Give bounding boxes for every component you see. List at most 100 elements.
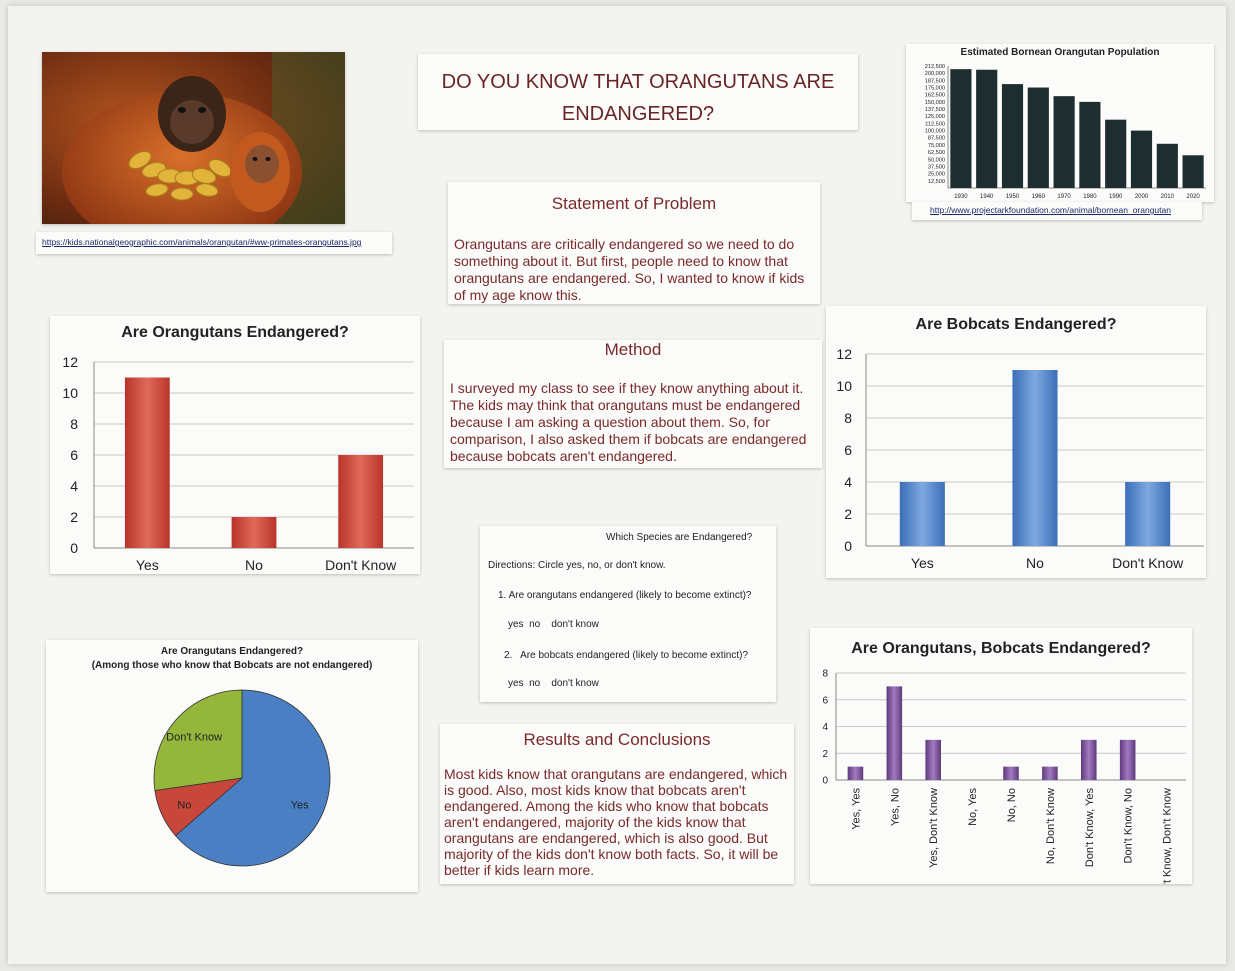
x-tick-label-yes-don-t-know: Yes, Don't Know [928,788,940,868]
x-tick-label-1940: 1940 [980,194,994,200]
bar-no [231,517,277,548]
y-tick-label: 8 [844,410,852,426]
bar-don-t-know [338,455,384,548]
y-tick-label: 87,500 [928,136,945,142]
poster-board: https://kids.nationalgeographic.com/anim… [8,6,1226,964]
x-tick-label-1980: 1980 [1083,194,1097,200]
x-tick-label-1990: 1990 [1109,194,1123,200]
y-tick-label: 187,500 [925,78,945,84]
method-heading: Method [604,340,662,359]
poster-title: DO YOU KNOW THAT ORANGUTANS ARE ENDANGER… [441,71,835,125]
survey-question-1: 1. Are orangutans endangered (likely to … [498,590,752,601]
y-tick-label: 75,000 [928,143,945,149]
pie-label-no: No [177,799,191,811]
pie-chart: Yes No Don't Know [153,689,331,867]
y-tick-label: 10 [62,385,78,401]
y-tick-label: 6 [822,695,828,706]
y-tick-label: 112,500 [925,121,945,127]
pie-label-yes: Yes [291,799,309,811]
bar-yes-no [886,686,903,780]
y-tick-label: 2 [822,749,828,760]
x-tick-label-1970: 1970 [1057,194,1071,200]
bobcats-chart-title: Are Bobcats Endangered? [915,316,1117,333]
bar-yes [124,377,170,548]
x-tick-label-don-t-know: Don't Know [1112,555,1184,571]
x-tick-label-1950: 1950 [1006,194,1020,200]
x-tick-label-don-t-know-yes: Don't Know, Yes [1084,788,1096,868]
bar-2020 [1182,155,1204,188]
survey-answers-1: yes no don't know [508,619,599,630]
pie-chart-card: Are Orangutans Endangered? (Among those … [46,640,418,892]
x-tick-label-2020: 2020 [1186,194,1200,200]
y-tick-label: 25,000 [928,172,945,178]
orangutan-photo [42,52,345,224]
bar-1970 [1053,96,1075,188]
population-source-card: http://www.projectarkfoundation.com/anim… [912,202,1202,220]
bar-no-no [1003,766,1019,780]
bar-1990 [1105,119,1127,188]
x-tick-label-yes-no: Yes, No [889,788,901,826]
bar-yes [899,482,945,546]
bar-1950 [1001,84,1024,188]
y-tick-label: 0 [822,776,828,787]
population-chart-card: Estimated Bornean Orangutan Population 2… [906,44,1214,202]
method-body: I surveyed my class to see if they know … [450,380,807,464]
bar-1930 [950,69,972,188]
photo-caption-card: https://kids.nationalgeographic.com/anim… [36,232,392,254]
orangutans-chart: 12 10 8 6 4 2 0 Yes No Don't Know [62,354,414,573]
statement-heading: Statement of Problem [551,194,717,213]
y-tick-label: 8 [70,416,78,432]
x-tick-label-no: No [245,557,263,573]
bar-don-t-know-no [1119,739,1136,780]
y-tick-label: 212,500 [925,64,945,70]
x-tick-label-yes: Yes [136,557,159,573]
y-tick-label: 6 [844,442,852,458]
y-tick-label: 200,000 [925,71,945,77]
survey-card: Which Species are Endangered? Directions… [480,526,776,702]
bar-don-t-know [1125,482,1171,546]
y-tick-label: 10 [836,378,852,394]
survey-answers-2: yes no don't know [508,678,599,689]
x-tick-label-yes-yes: Yes, Yes [850,788,862,830]
x-tick-label-no-no: No, No [1006,788,1018,822]
survey-title: Which Species are Endangered? [606,532,753,543]
bar-2000 [1130,130,1153,188]
y-tick-label: 162,500 [925,93,945,99]
survey-directions: Directions: Circle yes, no, or don't kno… [488,560,666,571]
orangutans-chart-card: Are Orangutans Endangered? 12 10 8 6 4 2 0 Yes N… [50,316,420,574]
y-tick-label: 12,500 [928,179,945,185]
population-chart-title: Estimated Bornean Orangutan Population [960,47,1160,58]
bobcats-chart: 12 10 8 6 4 2 0 Yes No Don't Know [836,346,1204,571]
y-tick-label: 62,500 [928,150,945,156]
bar-no-don-t-know [1042,766,1058,780]
y-tick-label: 6 [70,447,78,463]
x-tick-label-1960: 1960 [1032,194,1046,200]
y-tick-label: 2 [844,506,852,522]
population-source-link: http://www.projectarkfoundation.com/anim… [930,205,1171,215]
y-tick-label: 50,000 [928,157,945,163]
bar-yes-don-t-know [925,739,941,780]
combined-chart-title: Are Orangutans, Bobcats Endangered? [851,640,1151,657]
statement-card: Statement of Problem Orangutans are crit… [448,182,820,304]
photo-caption: https://kids.nationalgeographic.com/anim… [42,237,362,247]
y-tick-label: 8 [822,669,828,680]
bar-1940 [976,69,998,188]
x-tick-label-2000: 2000 [1135,194,1149,200]
y-tick-label: 137,500 [925,107,945,113]
y-tick-label: 0 [70,540,78,556]
y-tick-label: 125,000 [925,114,945,120]
bar-1960 [1027,87,1049,188]
bar-2010 [1156,143,1178,188]
y-tick-label: 12 [62,354,78,370]
results-card: Results and Conclusions Most kids know t… [440,724,794,884]
y-tick-label: 12 [836,346,852,362]
x-tick-label-don-t-know: Don't Know [325,557,397,573]
y-tick-label: 37,500 [928,164,945,170]
pie-chart-title: Are Orangutans Endangered? [160,646,304,657]
y-tick-label: 100,000 [925,129,945,135]
orangutans-chart-title: Are Orangutans Endangered? [121,324,349,341]
x-tick-label-yes: Yes [911,555,934,571]
combined-chart-card: Are Orangutans, Bobcats Endangered? 8 6 4 2… [810,628,1192,884]
y-tick-label: 4 [822,722,828,733]
